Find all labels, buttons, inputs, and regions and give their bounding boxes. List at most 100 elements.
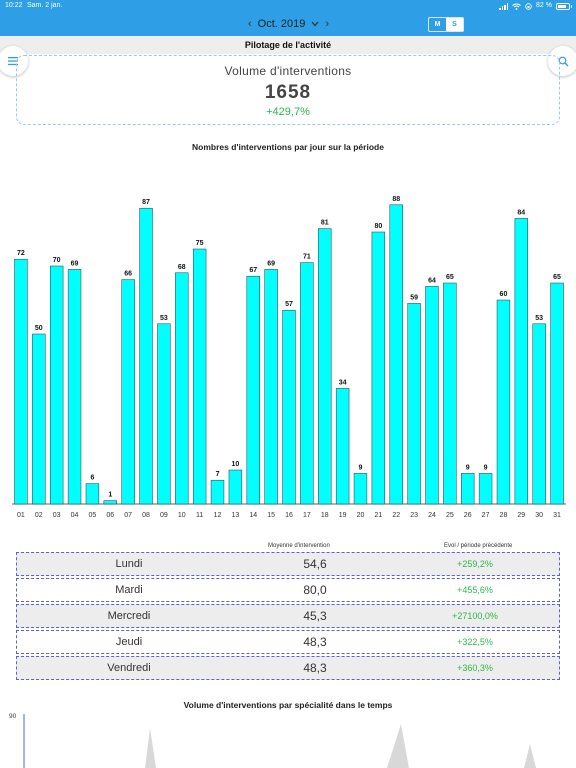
bar-04[interactable]: [67, 269, 82, 505]
bar-12[interactable]: [210, 479, 225, 505]
table-row: Jeudi 48,3 +322,5%: [16, 630, 560, 654]
chevron-left-icon[interactable]: ‹: [248, 18, 252, 30]
kpi-evolution: +429,7%: [266, 106, 310, 118]
bar-03[interactable]: [49, 265, 64, 505]
month-toggle-button[interactable]: M: [429, 18, 446, 31]
x-tick-label: 14: [249, 512, 257, 519]
x-tick-label: 30: [535, 512, 543, 519]
bar-22[interactable]: [389, 204, 403, 505]
x-tick-label: 02: [35, 512, 43, 519]
bar-02[interactable]: [32, 333, 46, 505]
chevron-down-icon[interactable]: [311, 21, 319, 27]
evolution-column-header: Evol / période précédente: [444, 543, 513, 549]
bar-value-label: 75: [196, 240, 204, 247]
month-header: ‹ Oct. 2019 › M S: [0, 12, 576, 36]
bar-14[interactable]: [246, 275, 260, 505]
day-cell: Vendredi: [107, 662, 151, 674]
bar-08[interactable]: [139, 207, 153, 505]
bar-value-label: 87: [142, 199, 150, 206]
month-selector: ‹ Oct. 2019 ›: [248, 15, 329, 33]
bar-01[interactable]: [14, 258, 28, 505]
bar-11[interactable]: [192, 248, 207, 505]
x-tick-label: 10: [178, 512, 186, 519]
bar-21[interactable]: [371, 231, 386, 505]
area-peak: [387, 724, 409, 768]
bar-10[interactable]: [175, 272, 189, 505]
bar-value-label: 53: [160, 315, 168, 322]
area-peak: [524, 744, 536, 768]
day-cell: Jeudi: [115, 636, 143, 648]
bar-value-label: 70: [53, 257, 61, 264]
bar-13[interactable]: [228, 469, 243, 505]
evolution-cell: +360,3%: [457, 663, 493, 673]
bar-28[interactable]: [496, 299, 511, 505]
x-tick-label: 21: [374, 512, 382, 519]
average-column-header: Moyenne d'intervention: [268, 543, 330, 549]
bar-27[interactable]: [478, 473, 493, 505]
status-date: Sam. 2 jan.: [27, 2, 63, 9]
daily-interventions-bar-chart: 7201500270036904605106660787085309681075…: [12, 196, 566, 519]
bar-value-label: 69: [71, 260, 79, 267]
bar-09[interactable]: [157, 323, 171, 505]
bar-value-label: 60: [500, 291, 508, 298]
wifi-icon: [512, 3, 521, 10]
period-toggle: M S: [428, 17, 464, 32]
x-tick-label: 11: [196, 512, 203, 519]
bar-value-label: 57: [285, 301, 293, 308]
bar-15[interactable]: [264, 269, 278, 505]
x-tick-label: 08: [142, 512, 150, 519]
bar-17[interactable]: [300, 262, 314, 505]
y-tick-label: 90: [9, 713, 17, 720]
average-cell: 45,3: [303, 609, 327, 623]
bar-value-label: 9: [359, 464, 363, 471]
x-tick-label: 28: [500, 512, 508, 519]
bar-value-label: 65: [446, 274, 454, 281]
battery-percent: 82 %: [536, 2, 552, 9]
bar-value-label: 81: [321, 220, 329, 227]
evolution-cell: +27100,0%: [452, 611, 498, 621]
chevron-right-icon[interactable]: ›: [325, 18, 330, 30]
x-tick-label: 09: [160, 512, 168, 519]
bar-05[interactable]: [85, 483, 100, 505]
x-tick-label: 22: [392, 512, 400, 519]
table-row: Vendredi 48,3 +360,3%: [16, 656, 560, 680]
average-cell: 48,3: [303, 635, 327, 649]
bar-20[interactable]: [353, 473, 368, 505]
bar-26[interactable]: [461, 473, 475, 505]
bar-30[interactable]: [532, 323, 546, 505]
x-tick-label: 27: [482, 512, 490, 519]
day-cell: Mercredi: [107, 610, 151, 622]
bar-06[interactable]: [103, 500, 117, 505]
x-tick-label: 15: [267, 512, 275, 519]
bar-24[interactable]: [425, 286, 439, 505]
bar-value-label: 66: [124, 271, 132, 278]
evolution-cell: +322,5%: [457, 637, 493, 647]
evolution-cell: +455,6%: [457, 585, 493, 595]
month-label[interactable]: Oct. 2019: [257, 18, 306, 30]
x-tick-label: 01: [17, 512, 25, 519]
bar-29[interactable]: [514, 218, 529, 505]
bar-value-label: 65: [553, 274, 561, 281]
kpi-value: 1658: [264, 82, 312, 103]
average-cell: 80,0: [303, 583, 327, 597]
bar-16[interactable]: [282, 309, 296, 505]
bar-07[interactable]: [121, 279, 135, 505]
bar-31[interactable]: [550, 282, 564, 505]
bar-value-label: 88: [392, 196, 400, 203]
week-toggle-button[interactable]: S: [446, 18, 463, 31]
bar-23[interactable]: [407, 303, 421, 505]
bar-25[interactable]: [443, 282, 457, 505]
bar-value-label: 6: [90, 475, 94, 482]
x-tick-label: 23: [410, 512, 418, 519]
bar-value-label: 68: [178, 264, 186, 271]
x-tick-label: 04: [71, 512, 79, 519]
status-bar: 10:22 Sam. 2 jan. 82 %: [0, 0, 576, 12]
bar-value-label: 59: [410, 294, 418, 301]
orientation-lock-icon: [525, 2, 532, 10]
area-peak: [145, 728, 156, 768]
bar-19[interactable]: [335, 388, 350, 505]
bar-value-label: 64: [428, 277, 436, 284]
kpi-title: Volume d'interventions: [224, 64, 352, 78]
bar-18[interactable]: [318, 228, 332, 505]
